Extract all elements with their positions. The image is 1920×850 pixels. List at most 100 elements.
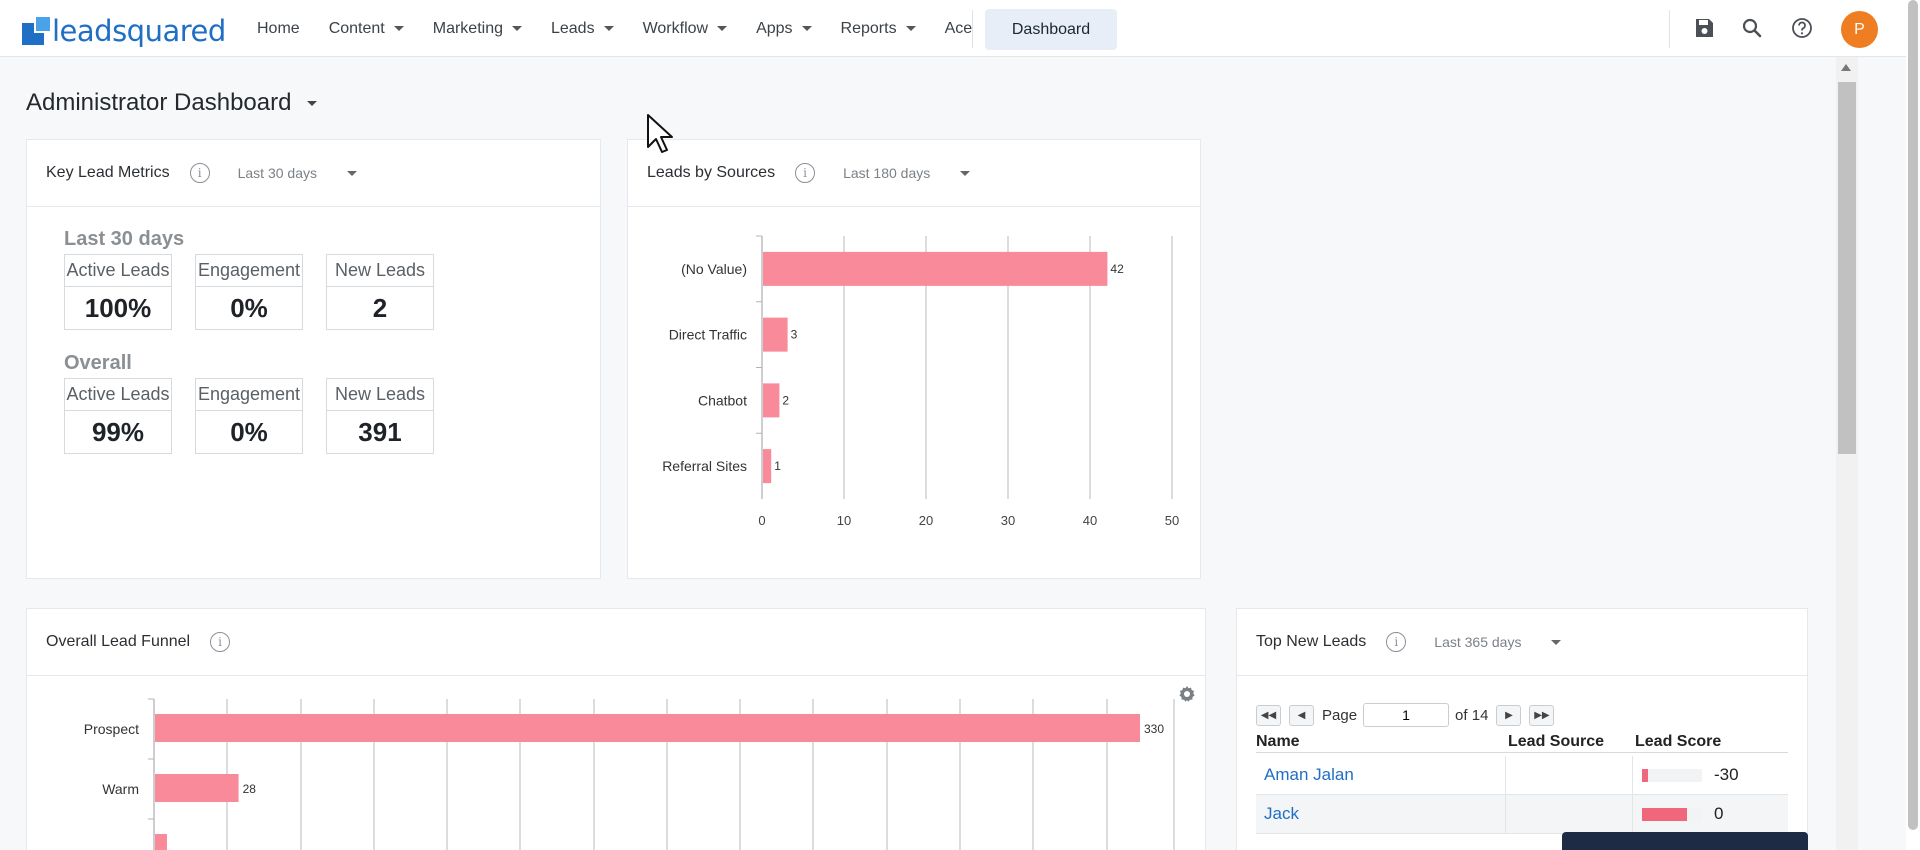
previous-page-icon[interactable]: ◀ <box>1289 704 1314 726</box>
dashboard-button[interactable]: Dashboard <box>985 9 1117 50</box>
date-range-select[interactable]: Last 180 days <box>843 165 971 181</box>
nav-item-leads[interactable]: Leads <box>551 20 614 38</box>
category-label: (No Value) <box>681 261 747 277</box>
data-label: 3 <box>791 328 798 342</box>
column-header-name[interactable]: Name <box>1256 733 1300 750</box>
metric-tile[interactable]: Active Leads 99% <box>64 378 172 454</box>
gear-icon[interactable] <box>1177 684 1197 704</box>
chevron-down-icon <box>603 26 614 31</box>
table-row[interactable]: Jack 0 <box>1256 795 1788 834</box>
lead-score-value: -30 <box>1714 765 1739 784</box>
chevron-down-icon <box>960 170 971 176</box>
key-lead-metrics-card: Key Lead Metrics i Last 30 days Last 30 … <box>26 139 601 579</box>
nav-item-reports[interactable]: Reports <box>841 20 916 38</box>
bar <box>155 714 1140 742</box>
card-header: Overall Lead Funnel i <box>27 609 1205 676</box>
dashboard-scroll-thumb[interactable] <box>1838 82 1856 454</box>
page-title[interactable]: Administrator Dashboard <box>26 89 318 117</box>
help-icon[interactable] <box>1791 17 1813 39</box>
x-tick-label: 20 <box>919 513 933 528</box>
nav-item-label: Workflow <box>642 19 709 37</box>
search-icon[interactable] <box>1741 17 1763 39</box>
bar <box>763 449 772 484</box>
user-avatar[interactable]: P <box>1841 11 1878 48</box>
info-icon[interactable]: i <box>189 163 210 183</box>
nav-item-label: Home <box>257 19 300 37</box>
lead-score-bar <box>1642 808 1687 821</box>
nav-divider <box>1669 10 1670 48</box>
data-label: 330 <box>1144 722 1164 736</box>
nav-item-label: Content <box>328 19 385 37</box>
x-tick-label: 30 <box>1001 513 1015 528</box>
nav-item-workflow[interactable]: Workflow <box>643 20 728 38</box>
column-divider <box>1505 756 1506 795</box>
last-page-icon[interactable]: ▶▶ <box>1529 704 1555 726</box>
metric-label: New Leads <box>327 255 433 287</box>
bar <box>763 317 788 352</box>
lead-name-link[interactable]: Jack <box>1264 804 1299 823</box>
nav-item-marketing[interactable]: Marketing <box>433 20 522 38</box>
metric-section-heading: Last 30 days <box>64 228 185 250</box>
metric-value: 99% <box>91 416 145 447</box>
nav-item-ace[interactable]: Ace <box>945 20 973 38</box>
lead-score-value: 0 <box>1714 804 1724 823</box>
leads-by-sources-chart: 0 10 20 30 40 50 (No Value) 42 Direct Traffic 3 Ch… <box>662 235 1179 528</box>
logo-text: leadsquared <box>52 14 226 48</box>
notification-toast[interactable] <box>1562 832 1808 850</box>
metric-tile[interactable]: Engagement 0% <box>195 378 303 454</box>
info-icon[interactable]: i <box>210 632 231 652</box>
metric-tile[interactable]: New Leads 391 <box>326 378 434 454</box>
metric-section-heading: Overall <box>64 352 132 374</box>
chevron-down-icon <box>1551 639 1562 645</box>
date-range-select[interactable]: Last 30 days <box>238 165 357 181</box>
info-icon[interactable]: i <box>795 163 816 183</box>
nav-item-label: Apps <box>756 19 793 37</box>
lead-name-link[interactable]: Aman Jalan <box>1264 765 1354 784</box>
page-scroll-thumb[interactable] <box>1908 0 1918 830</box>
metric-value: 391 <box>358 416 402 447</box>
metric-tile[interactable]: Active Leads 100% <box>64 254 172 330</box>
card-title: Leads by Sources <box>647 164 776 181</box>
category-label: Chatbot <box>698 392 747 408</box>
logo-mark-icon <box>22 17 50 45</box>
data-label: 2 <box>782 393 789 407</box>
category-label: Referral Sites <box>662 458 747 474</box>
chevron-down-icon[interactable] <box>307 100 318 106</box>
scroll-up-arrow-icon[interactable] <box>1841 64 1851 71</box>
leadsquared-logo[interactable]: leadsquared <box>22 14 226 48</box>
info-icon[interactable]: i <box>1386 632 1407 652</box>
metric-value: 2 <box>372 292 388 323</box>
metric-value: 0% <box>230 292 268 323</box>
metric-tile[interactable]: Engagement 0% <box>195 254 303 330</box>
first-page-icon[interactable]: ◀◀ <box>1256 704 1281 726</box>
table-row[interactable]: Aman Jalan -30 <box>1256 756 1788 795</box>
chevron-down-icon <box>905 26 916 31</box>
page-number-input[interactable] <box>1363 703 1450 727</box>
table-header: Name Lead Source Lead Score <box>1256 733 1788 753</box>
date-range-select[interactable]: Last 365 days <box>1434 634 1562 650</box>
next-page-icon[interactable]: ▶ <box>1496 704 1522 726</box>
nav-item-label: Leads <box>550 19 595 37</box>
nav-item-content[interactable]: Content <box>329 20 404 38</box>
metric-label: Active Leads <box>65 379 171 411</box>
bar <box>763 251 1108 286</box>
nav-item-home[interactable]: Home <box>257 20 300 38</box>
bar <box>763 383 780 418</box>
card-title: Top New Leads <box>1256 633 1367 650</box>
column-header-lead-source[interactable]: Lead Source <box>1508 733 1605 750</box>
save-icon[interactable] <box>1693 17 1715 39</box>
metric-value: 0% <box>230 416 268 447</box>
column-header-lead-score[interactable]: Lead Score <box>1635 733 1722 750</box>
card-header: Top New Leads i Last 365 days <box>1237 609 1807 676</box>
chevron-down-icon <box>717 26 728 31</box>
mouse-cursor-icon <box>647 114 673 153</box>
metric-label: Engagement <box>196 379 302 411</box>
lead-score-bar <box>1642 769 1648 782</box>
nav-item-apps[interactable]: Apps <box>756 19 812 38</box>
data-label: 42 <box>1110 262 1124 276</box>
metric-tile[interactable]: New Leads 2 <box>326 254 434 330</box>
data-label: 1 <box>774 459 781 473</box>
overall-lead-funnel-card: Overall Lead Funnel i Prospect 330 Warm 28 <box>26 608 1206 850</box>
x-tick-label: 0 <box>758 513 765 528</box>
category-label: Prospect <box>84 721 139 737</box>
